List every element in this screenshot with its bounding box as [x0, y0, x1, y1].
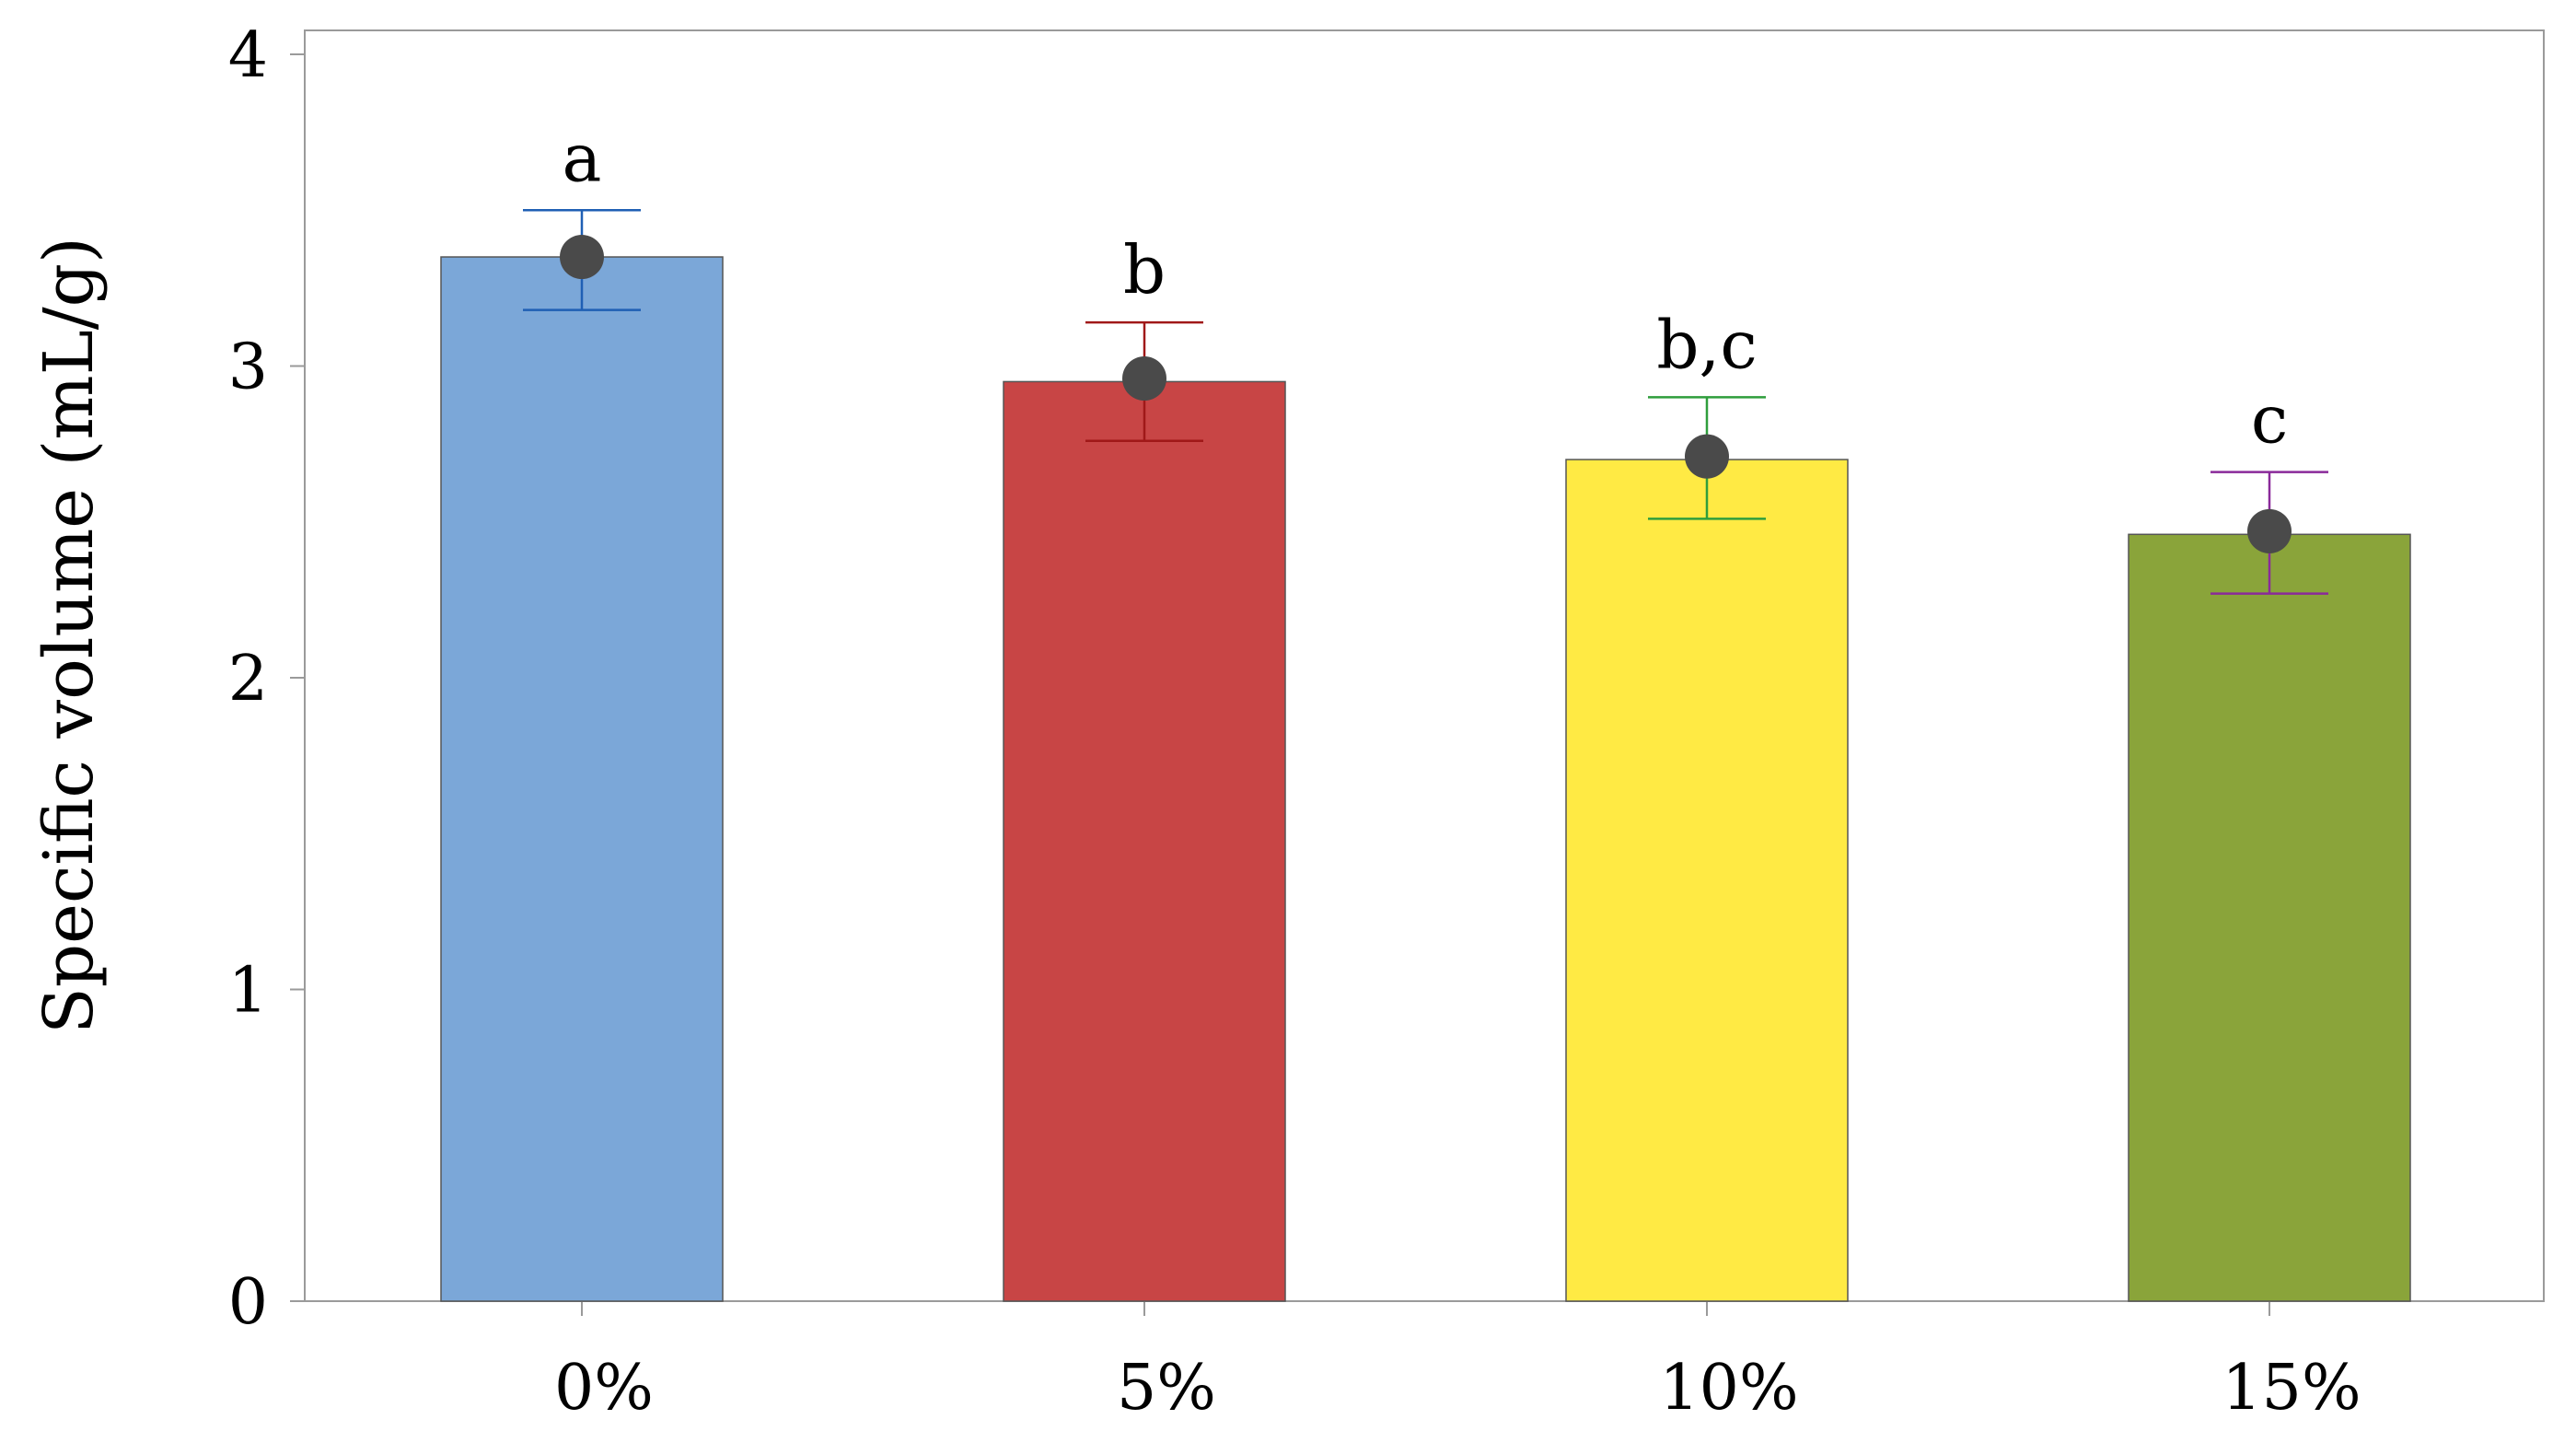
significance-label: b,c — [1656, 306, 1757, 383]
y-tick-label: 1 — [228, 955, 268, 1028]
bar-5pct — [1003, 380, 1286, 1302]
x-tick-label: 5% — [1117, 1352, 1216, 1425]
y-axis-label: Specific volume (mL/g) — [29, 237, 109, 1034]
significance-labels-group: a b b,c c — [563, 119, 2289, 458]
mean-point — [560, 235, 604, 280]
y-tick-label: 0 — [228, 1266, 268, 1339]
y-tick-label: 2 — [228, 643, 268, 716]
significance-label: a — [563, 119, 602, 196]
mean-point — [1685, 434, 1729, 479]
significance-label: b — [1123, 231, 1166, 308]
x-tick-label: 10% — [1659, 1352, 1798, 1425]
bar-10pct — [1565, 459, 1849, 1302]
x-tick-label: 15% — [2222, 1352, 2361, 1425]
y-tick-label: 3 — [228, 332, 268, 404]
y-tick-label: 4 — [228, 19, 268, 92]
x-tick-label: 0% — [554, 1352, 654, 1425]
x-axis: 0% 5% 10% 15% — [554, 1301, 2361, 1425]
mean-point — [1122, 356, 1166, 401]
error-bars-group — [523, 209, 2328, 595]
y-axis: 0 1 2 3 4 — [228, 19, 305, 1339]
bar-0pct — [440, 256, 724, 1302]
plot-frame — [304, 29, 2545, 1302]
mean-point — [2247, 508, 2292, 553]
mean-points-group — [560, 235, 2292, 553]
bars-group — [440, 256, 2411, 1302]
significance-label: c — [2251, 381, 2288, 459]
bar-15pct — [2128, 533, 2411, 1302]
